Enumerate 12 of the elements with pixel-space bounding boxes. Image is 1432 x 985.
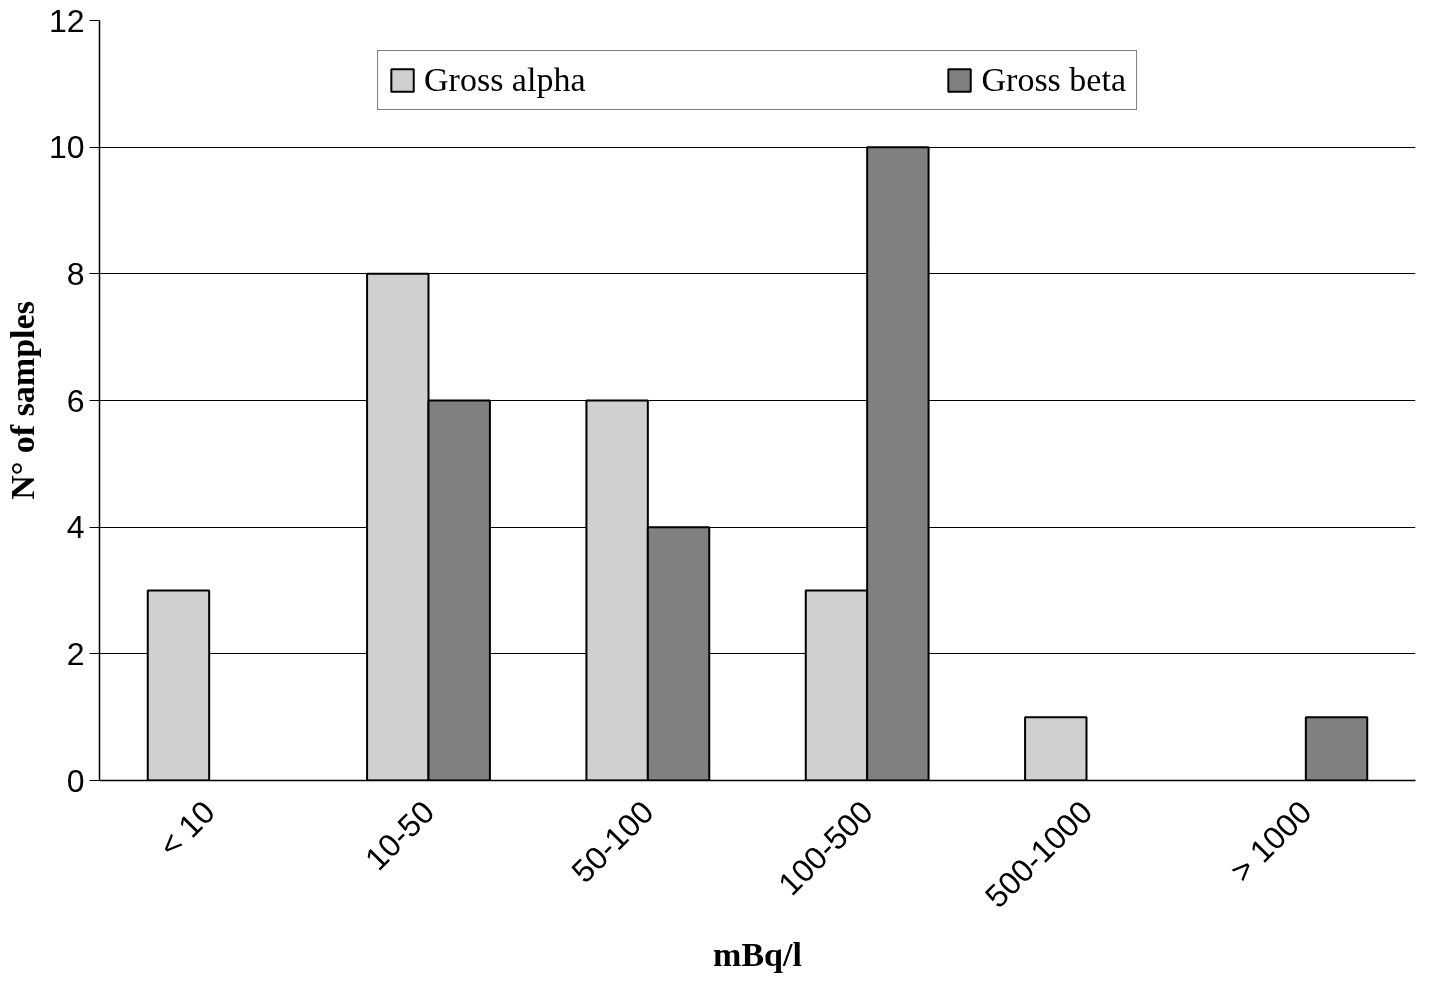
y-tick-label: 0	[66, 762, 85, 799]
legend-label: Gross alpha	[424, 61, 586, 99]
y-tick-label: 2	[66, 635, 85, 672]
y-tick-label: 4	[66, 509, 85, 546]
x-tick-label: < 10	[151, 793, 222, 864]
x-axis-title: mBq/l	[713, 935, 802, 973]
y-tick-label: 10	[48, 129, 85, 166]
y-tick-label: 8	[66, 255, 85, 292]
y-tick-label: 12	[48, 2, 85, 39]
y-axis-title: N° of samples	[3, 301, 41, 500]
y-tick-label: 6	[66, 382, 85, 419]
legend-label: Gross beta	[981, 61, 1126, 99]
